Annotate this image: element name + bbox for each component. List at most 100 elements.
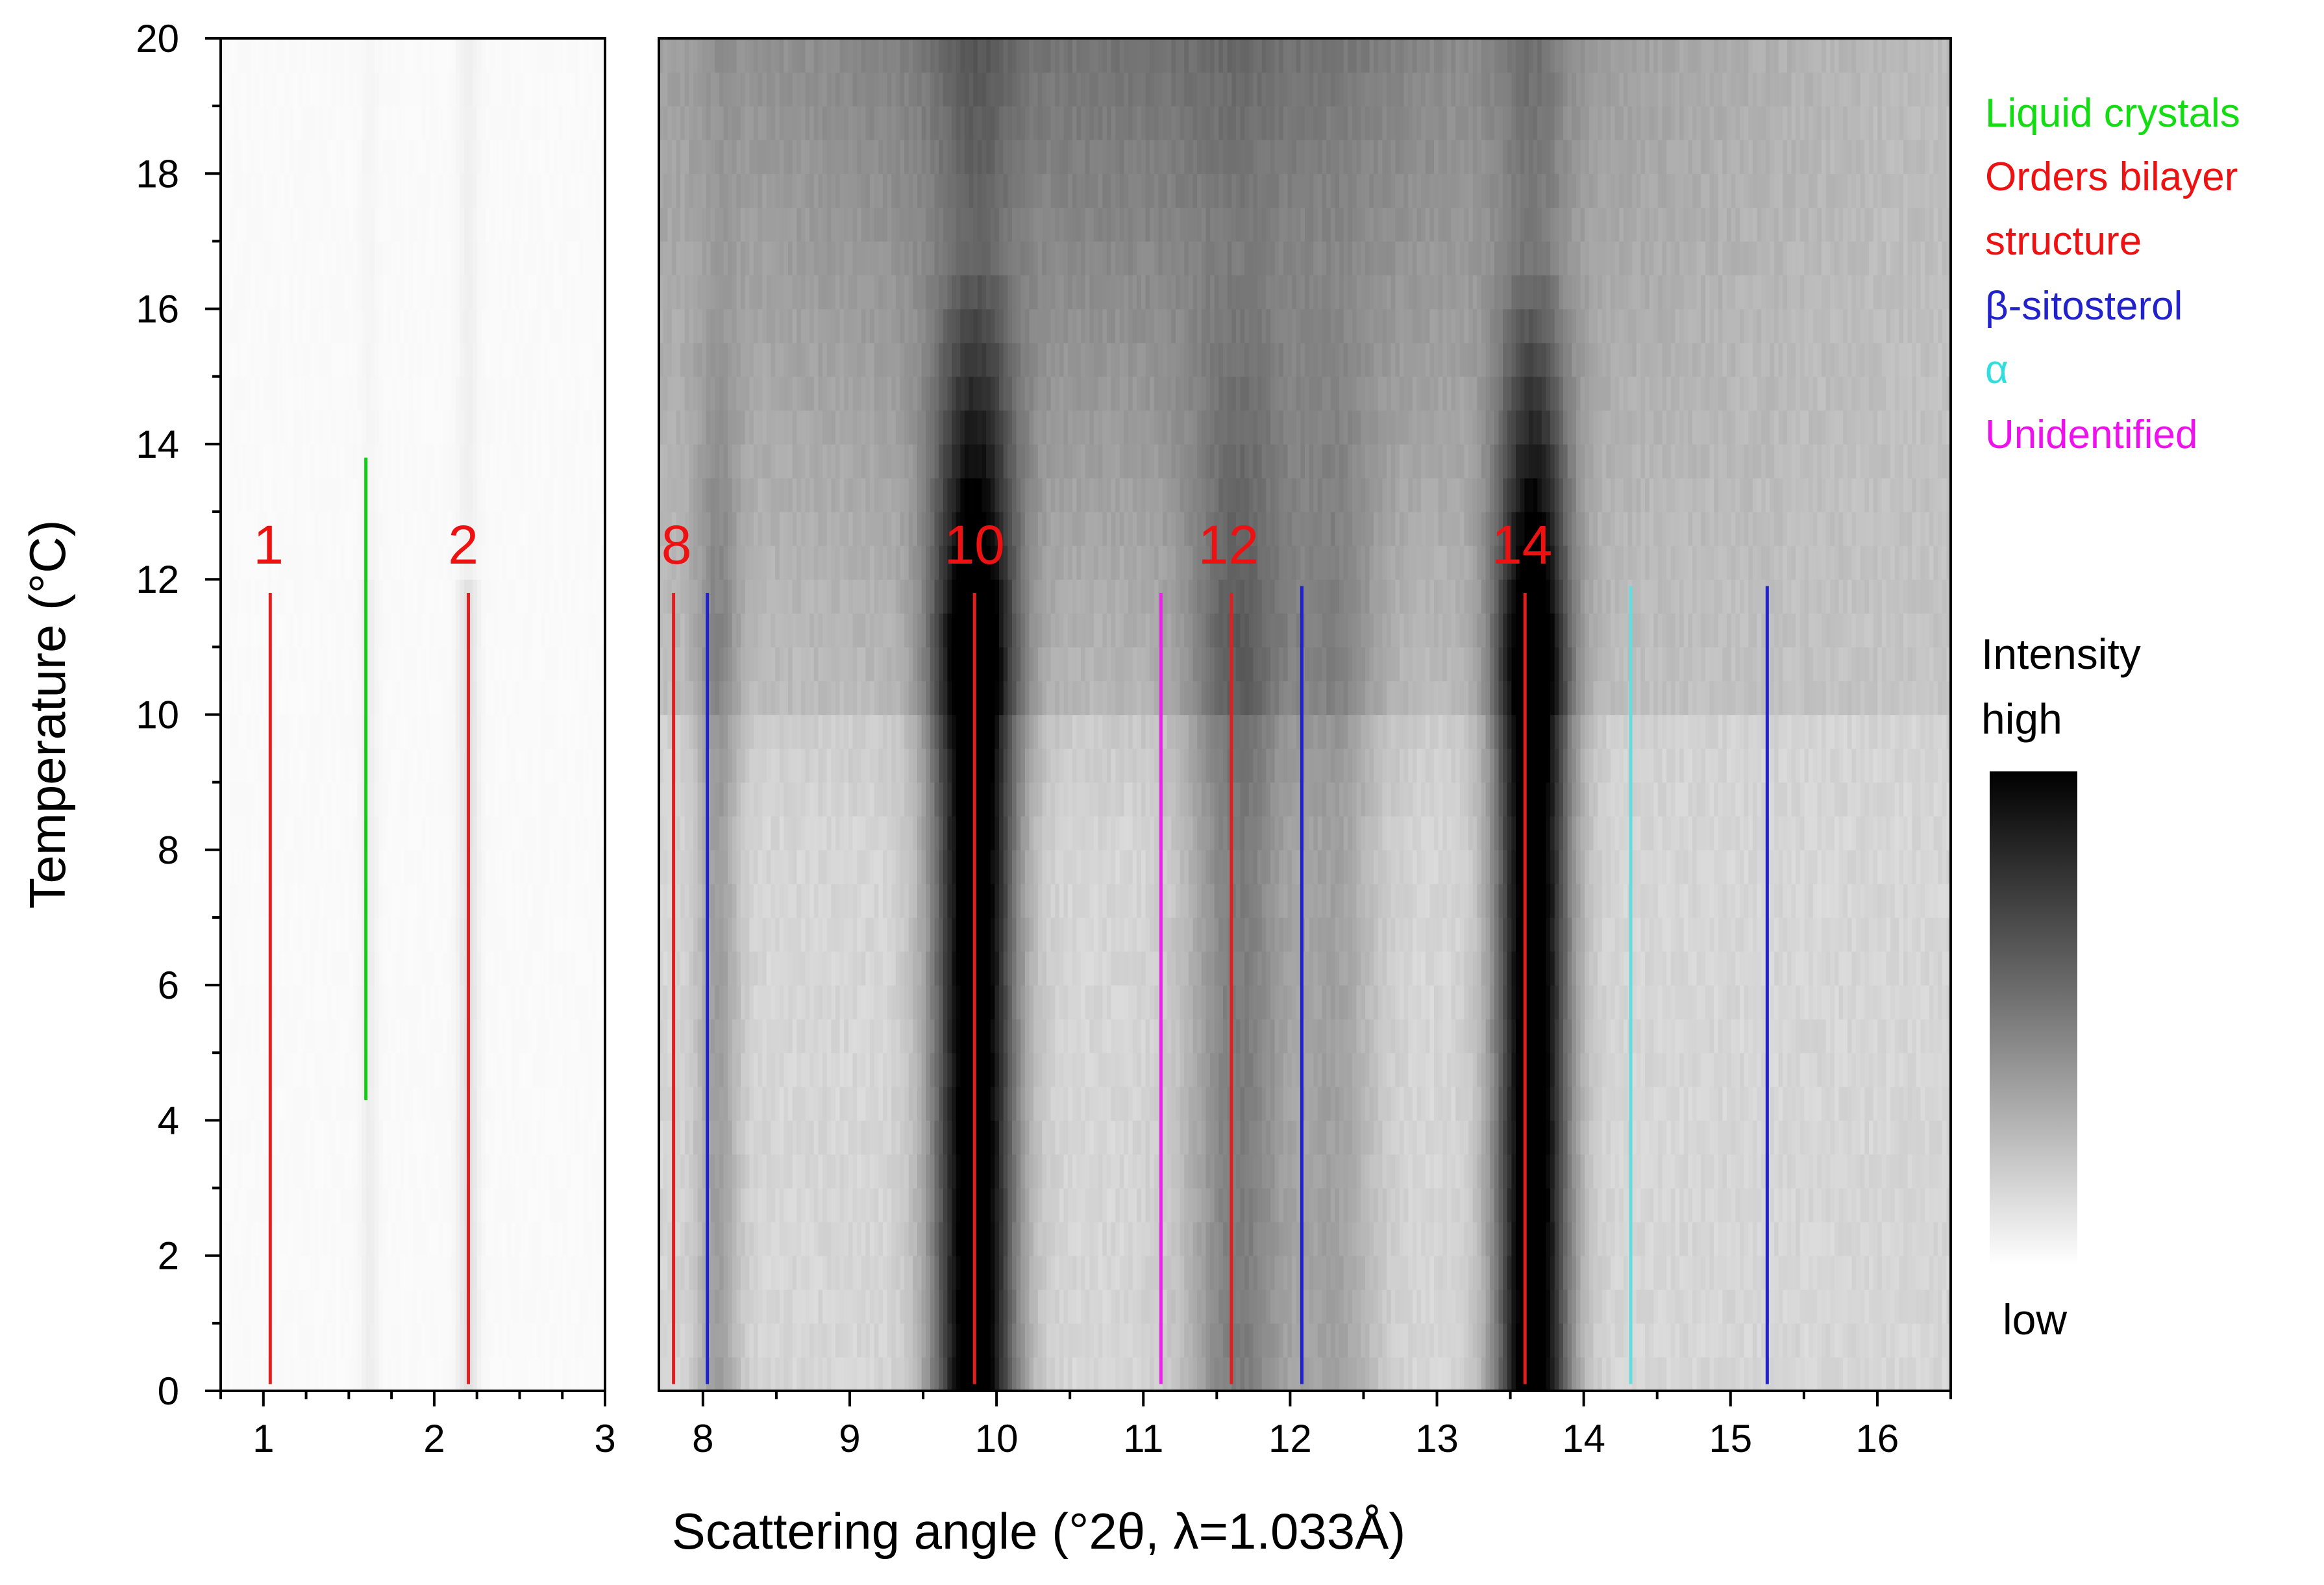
- heatmap-cell: [238, 545, 243, 580]
- heatmap-cell: [271, 1120, 277, 1155]
- heatmap-cell: [229, 207, 234, 242]
- heatmap-cell: [587, 376, 593, 411]
- heatmap-cell: [221, 714, 226, 749]
- heatmap-cell: [267, 545, 273, 580]
- heatmap-cell: [1434, 1356, 1439, 1392]
- heatmap-cell: [378, 1188, 384, 1223]
- heatmap-cell: [297, 106, 303, 140]
- heatmap-cell: [536, 816, 541, 851]
- heatmap-cell: [443, 443, 448, 479]
- heatmap-cell: [447, 106, 452, 140]
- heatmap-cell: [1046, 1323, 1052, 1358]
- heatmap-cell: [736, 1221, 741, 1256]
- heatmap-cell: [1670, 1289, 1676, 1324]
- heatmap-cell: [340, 849, 345, 884]
- heatmap-cell: [1727, 1356, 1732, 1392]
- heatmap-cell: [263, 1019, 268, 1053]
- heatmap-cell: [460, 849, 465, 884]
- heatmap-cell: [251, 1255, 256, 1290]
- heatmap-cell: [336, 173, 341, 208]
- heatmap-cell: [485, 883, 490, 918]
- heatmap-cell: [400, 951, 405, 986]
- heatmap-cell: [524, 1120, 529, 1155]
- heatmap-cell: [221, 308, 226, 343]
- heatmap-cell: [1606, 1255, 1611, 1290]
- heatmap-cell: [476, 443, 482, 479]
- heatmap-cell: [1778, 1289, 1783, 1324]
- heatmap-cell: [977, 1323, 983, 1358]
- heatmap-cell: [246, 443, 251, 479]
- heatmap-cell: [1421, 1323, 1426, 1358]
- heatmap-cell: [225, 1120, 230, 1155]
- heatmap-cell: [1119, 1255, 1124, 1290]
- heatmap-cell: [306, 985, 311, 1019]
- heatmap-cell: [575, 748, 580, 783]
- heatmap-cell: [515, 1120, 521, 1155]
- heatmap-cell: [473, 173, 478, 208]
- heatmap-cell: [575, 1120, 580, 1155]
- heatmap-cell: [451, 1356, 456, 1392]
- heatmap-cell: [374, 308, 379, 343]
- heatmap-cell: [545, 816, 550, 851]
- heatmap-cell: [1154, 1323, 1159, 1358]
- heatmap-cell: [314, 917, 319, 952]
- heatmap-cell: [587, 1255, 593, 1290]
- heatmap-cell: [1683, 1255, 1688, 1290]
- heatmap-cell: [1029, 1221, 1034, 1256]
- heatmap-cell: [1201, 1356, 1207, 1392]
- heatmap-cell: [476, 985, 482, 1019]
- heatmap-cell: [506, 917, 512, 952]
- heatmap-cell: [579, 748, 584, 783]
- heatmap-cell: [404, 1154, 410, 1189]
- heatmap-cell: [587, 1356, 593, 1392]
- heatmap-cell: [549, 545, 554, 580]
- heatmap-cell: [571, 545, 576, 580]
- heatmap-cell: [443, 1086, 448, 1121]
- heatmap-cell: [524, 545, 529, 580]
- heatmap-cell: [1632, 1289, 1637, 1324]
- heatmap-cell: [259, 883, 264, 918]
- heatmap-cell: [451, 545, 456, 580]
- heatmap-cell: [485, 1356, 490, 1392]
- heatmap-cell: [762, 1221, 767, 1256]
- heatmap-cell: [900, 1289, 905, 1324]
- heatmap-cell: [1860, 1289, 1865, 1324]
- heatmap-cell: [263, 342, 268, 377]
- heatmap-cell: [1786, 1356, 1792, 1392]
- heatmap-cell: [1761, 1255, 1766, 1290]
- heatmap-cell: [271, 816, 277, 851]
- heatmap-cell: [792, 1323, 797, 1358]
- heatmap-cell: [524, 1154, 529, 1189]
- heatmap-cell: [417, 613, 422, 647]
- heatmap-cell: [498, 173, 503, 208]
- heatmap-cell: [810, 1289, 815, 1324]
- heatmap-cell: [870, 1255, 875, 1290]
- heatmap-cell: [545, 1019, 550, 1053]
- heatmap-cell: [395, 1086, 401, 1121]
- heatmap-cell: [374, 512, 379, 546]
- heatmap-cell: [352, 477, 358, 512]
- heatmap-cell: [238, 38, 243, 73]
- heatmap-cell: [413, 782, 418, 817]
- heatmap-cell: [438, 1086, 443, 1121]
- heatmap-cell: [826, 1221, 832, 1256]
- heatmap-cell: [732, 1356, 737, 1392]
- heatmap-cell: [460, 1221, 465, 1256]
- heatmap-cell: [515, 1053, 521, 1087]
- heatmap-cell: [1477, 1289, 1482, 1324]
- heatmap-cell: [319, 613, 324, 647]
- heatmap-cell: [579, 1154, 584, 1189]
- heatmap-cell: [1184, 1323, 1189, 1358]
- heatmap-cell: [831, 1221, 836, 1256]
- heatmap-cell: [365, 207, 371, 242]
- heatmap-cell: [468, 1289, 473, 1324]
- heatmap-cell: [297, 917, 303, 952]
- heatmap-cell: [710, 1255, 715, 1290]
- heatmap-cell: [280, 1221, 286, 1256]
- heatmap-cell: [908, 1356, 913, 1392]
- heatmap-cell: [1796, 1289, 1801, 1324]
- heatmap-cell: [587, 748, 593, 783]
- heatmap-cell: [455, 1154, 460, 1189]
- heatmap-cell: [327, 477, 332, 512]
- heatmap-cell: [284, 1154, 290, 1189]
